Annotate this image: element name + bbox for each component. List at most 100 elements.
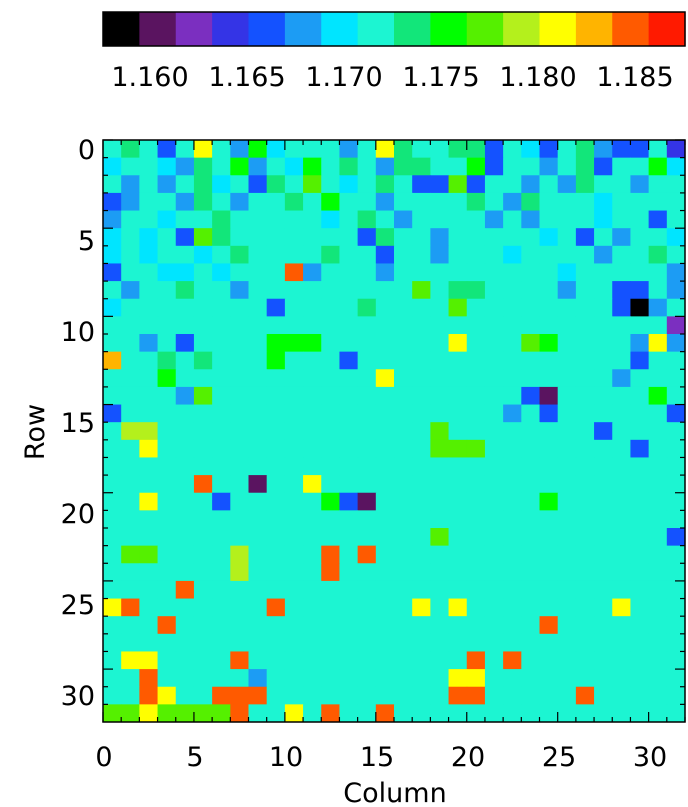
heatmap-cell [612,316,631,335]
heatmap-cell [175,686,195,705]
heatmap-cell [212,404,231,423]
heatmap-cell [521,704,540,723]
heatmap-cell [503,281,522,300]
heatmap-cell [303,563,322,582]
heatmap-cell [248,192,268,212]
heatmap-cell [230,281,249,300]
heatmap-cell [339,140,359,159]
heatmap-cell [503,386,522,406]
heatmap-cell [612,404,631,423]
heatmap-cell [630,510,650,529]
heatmap-cell [575,281,595,300]
heatmap-cell [375,528,395,547]
colorbar-frame [102,11,686,47]
heatmap-cell [103,228,122,247]
heatmap-cell [539,633,559,652]
heatmap-cell [412,563,431,582]
heatmap-cell [666,369,686,388]
heatmap-cell [466,298,486,317]
heatmap-cell [175,404,195,423]
heatmap-cell [557,457,577,476]
heatmap-cell [357,439,377,458]
heatmap-cell [430,633,450,652]
heatmap-cell [612,298,631,317]
heatmap-cell [212,457,231,476]
heatmap-cell [648,528,668,547]
heatmap-cell [430,510,450,529]
heatmap-cell [539,528,559,547]
heatmap-cell [230,528,249,547]
heatmap-cell [375,210,395,229]
heatmap-cell [339,422,359,441]
heatmap-cell [594,228,613,247]
heatmap-cell [357,492,377,511]
heatmap-cell [230,651,249,670]
colorbar-swatch [612,12,650,46]
heatmap-cell [139,669,159,688]
heatmap-cell [666,298,686,317]
heatmap-cell [612,210,631,229]
heatmap-cell [284,281,304,300]
heatmap-cell [521,492,540,511]
heatmap-cell [612,334,631,353]
heatmap-cell [266,492,286,511]
heatmap-cell [648,157,668,176]
heatmap-cell [430,140,450,159]
heatmap-cell [630,140,650,159]
heatmap-cell [103,704,122,723]
heatmap-cell [321,651,340,670]
heatmap-cell [321,422,340,441]
heatmap-cell [284,210,304,229]
heatmap-cell [339,686,359,705]
heatmap-cell [357,528,377,547]
heatmap-cell [248,669,268,688]
heatmap-cell [303,263,322,282]
heatmap-cell [266,563,286,582]
heatmap-cell [248,492,268,511]
heatmap-cell [375,545,395,564]
heatmap-cell [448,439,468,458]
heatmap-cell [121,475,140,494]
heatmap-cell [139,492,159,511]
heatmap-cell [212,245,231,264]
heatmap-cell [375,316,395,335]
heatmap-cell [448,351,468,370]
heatmap-cell [666,510,686,529]
heatmap-cell [575,210,595,229]
heatmap-cell [448,616,468,635]
heatmap-cell [412,192,431,212]
heatmap-cell [175,334,195,353]
heatmap-cell [594,210,613,229]
heatmap-cell [375,298,395,317]
heatmap-cell [139,439,159,458]
heatmap-cell [375,580,395,600]
heatmap-cell [193,669,213,688]
heatmap-cell [394,404,413,423]
heatmap-cell [121,316,140,335]
heatmap-cell [484,404,504,423]
heatmap-cell [175,510,195,529]
heatmap-cell [557,192,577,212]
heatmap-cell [630,228,650,247]
heatmap-cell [484,192,504,212]
heatmap-cell [103,157,122,176]
heatmap-cell [630,404,650,423]
heatmap-cell [139,457,159,476]
colorbar-tick-label: 1.170 [305,62,382,93]
heatmap-cell [412,369,431,388]
heatmap-cell [375,616,395,635]
heatmap-cell [193,651,213,670]
heatmap-cell [539,510,559,529]
heatmap-cell [539,281,559,300]
heatmap-cell [357,669,377,688]
heatmap-cell [303,598,322,617]
heatmap-cell [357,545,377,564]
heatmap-cell [230,245,249,264]
heatmap-cell [339,334,359,353]
heatmap-cell [284,669,304,688]
heatmap-cell [230,669,249,688]
x-tick-label: 0 [95,742,112,773]
y-tick-label: 25 [61,590,95,621]
heatmap-cell [503,580,522,600]
heatmap-cell [575,386,595,406]
